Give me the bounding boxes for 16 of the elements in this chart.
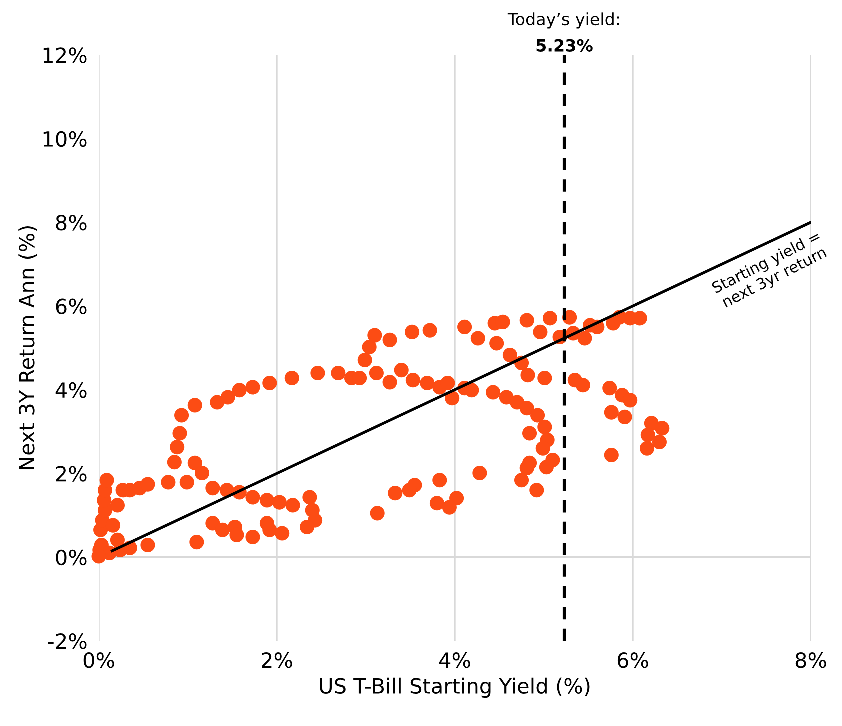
x-tick-label: 4% xyxy=(440,652,470,668)
x-tick-label: 2% xyxy=(262,652,292,668)
y-tick-label: 0% xyxy=(56,550,87,566)
y-tick-label: 6% xyxy=(56,298,87,314)
y-tick-label: -2% xyxy=(48,634,87,650)
x-tick-label: 6% xyxy=(618,652,648,668)
x-tick-label: 8% xyxy=(796,652,826,668)
y-tick-label: 2% xyxy=(56,466,87,482)
ref-line-label: Today’s yield: 5.23% xyxy=(508,12,620,52)
x-tick-label: 0% xyxy=(84,652,114,668)
y-tick-label: 8% xyxy=(56,215,87,231)
x-axis-title: US T-Bill Starting Yield (%) xyxy=(320,678,590,698)
y-axis-title: Next 3Y Return Ann (%) xyxy=(18,226,38,470)
y-tick-label: 12% xyxy=(44,48,87,64)
y-tick-label: 4% xyxy=(56,382,87,398)
y-tick-label: 10% xyxy=(44,131,87,148)
